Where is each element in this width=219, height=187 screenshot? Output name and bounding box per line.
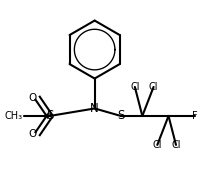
Text: N: N — [90, 102, 99, 115]
Text: F: F — [192, 111, 198, 121]
Text: S: S — [46, 109, 53, 122]
Text: O: O — [29, 129, 37, 139]
Text: O: O — [29, 93, 37, 103]
Text: Cl: Cl — [153, 140, 162, 150]
Text: Cl: Cl — [149, 82, 158, 92]
Text: CH₃: CH₃ — [5, 111, 23, 121]
Text: S: S — [117, 109, 125, 122]
Text: Cl: Cl — [171, 140, 181, 150]
Text: Cl: Cl — [130, 82, 140, 92]
